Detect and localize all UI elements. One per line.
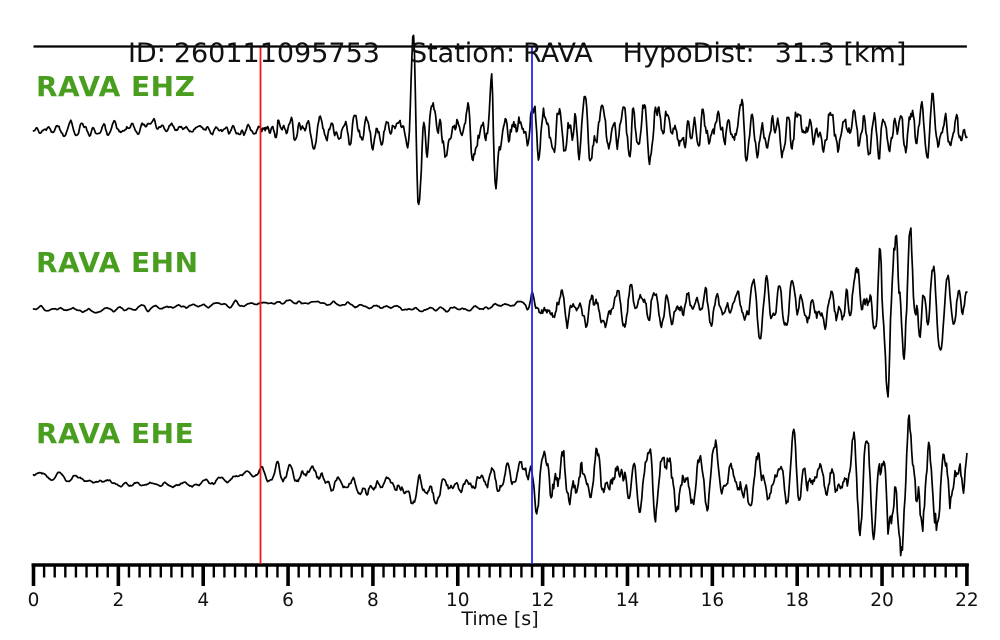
waveform-ehe — [32, 414, 968, 557]
hypodist-value: 31.3 [km] — [774, 38, 907, 69]
x-tick-label: 22 — [955, 590, 979, 611]
trace-label-ehe: RAVA EHE — [36, 417, 195, 450]
x-tick-label: 4 — [197, 590, 209, 611]
x-tick-label: 6 — [282, 590, 294, 611]
x-tick-label: 16 — [701, 590, 725, 611]
event-id-value: 260111095753 — [173, 38, 380, 69]
x-tick-label: 14 — [616, 590, 640, 611]
hypodist-label: HypoDist: — [622, 38, 755, 69]
trace-label-ehn: RAVA EHN — [36, 246, 199, 279]
waveform-ehz — [32, 34, 968, 206]
x-tick-label: 2 — [112, 590, 124, 611]
x-tick-label: 10 — [446, 590, 470, 611]
x-tick-label: 0 — [28, 590, 40, 611]
waveform-ehn — [32, 227, 968, 398]
x-tick-label: 8 — [367, 590, 379, 611]
station-label: Station: — [409, 38, 516, 69]
trace-label-ehz: RAVA EHZ — [36, 70, 196, 103]
event-id-label: ID: — [127, 38, 166, 69]
plot-title: ID: 260111095753 Station: RAVA HypoDist: 31.3… — [0, 7, 1000, 100]
station-value: RAVA — [523, 38, 593, 69]
x-tick-label: 18 — [785, 590, 809, 611]
x-tick-label: 20 — [870, 590, 894, 611]
x-tick-label: 12 — [531, 590, 555, 611]
x-axis-label: Time [s] — [461, 608, 539, 630]
